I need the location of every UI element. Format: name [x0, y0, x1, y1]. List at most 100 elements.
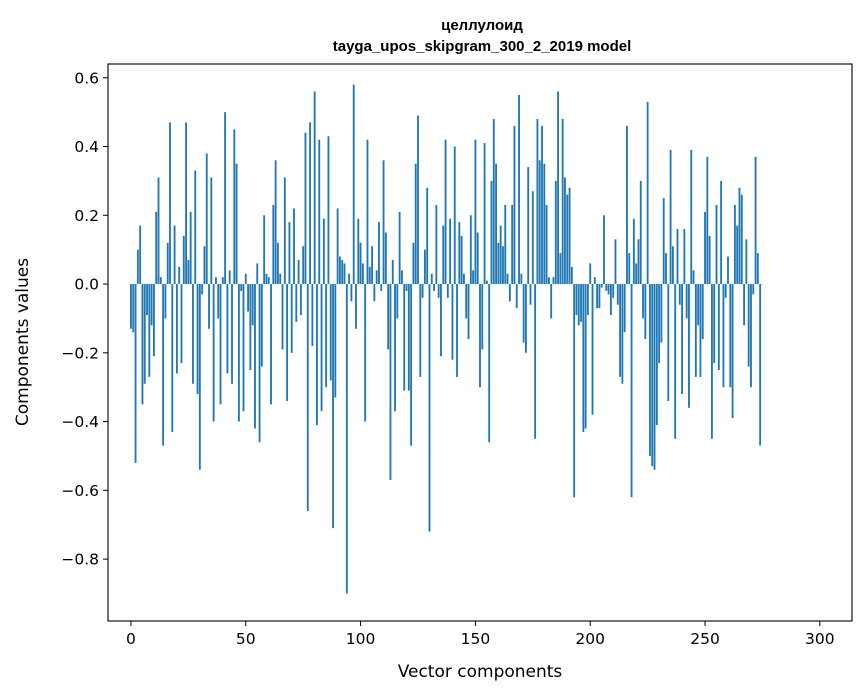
bar [745, 239, 748, 285]
bar [508, 284, 511, 302]
bar [157, 177, 160, 285]
x-axis-label: Vector components [398, 662, 563, 682]
bar [747, 284, 750, 367]
x-tick-label: 50 [236, 630, 256, 648]
y-tick-label: 0.6 [74, 69, 99, 87]
bar [715, 204, 718, 285]
bar [495, 163, 497, 285]
bar [738, 187, 741, 285]
bar [286, 284, 289, 401]
bar [435, 204, 438, 285]
bar [428, 284, 431, 532]
bar [511, 204, 514, 285]
bar [499, 225, 502, 285]
bar [550, 284, 553, 319]
bar [616, 284, 619, 305]
bar [632, 218, 635, 285]
bar [683, 229, 686, 285]
bar [704, 211, 706, 285]
bar [251, 284, 254, 326]
bar [527, 167, 530, 285]
bar [754, 156, 757, 285]
bar [412, 242, 415, 285]
bar [178, 266, 181, 285]
bar [173, 225, 176, 285]
bar [394, 284, 396, 412]
bar [559, 253, 562, 285]
bar [297, 259, 300, 285]
bar [692, 270, 695, 285]
bar-series [130, 84, 764, 594]
bar [731, 284, 734, 419]
bar [311, 284, 314, 346]
bar [341, 259, 344, 285]
bar [701, 284, 704, 340]
bar [729, 284, 732, 388]
bar [290, 284, 293, 353]
bar [166, 242, 169, 285]
bar [329, 284, 332, 381]
bar [136, 249, 139, 285]
bar [295, 284, 298, 322]
bar [451, 284, 454, 360]
bar [504, 204, 507, 285]
bar [724, 284, 727, 298]
bar [688, 284, 690, 408]
bar [130, 284, 132, 329]
bar [430, 273, 433, 285]
bar [201, 284, 204, 295]
bar [603, 215, 605, 285]
bar [669, 149, 672, 285]
bar [520, 273, 523, 285]
bar [706, 156, 709, 285]
bar [605, 284, 608, 291]
bar [635, 263, 638, 285]
x-tick-label: 200 [575, 630, 605, 648]
bar [639, 180, 642, 285]
bar [221, 277, 224, 285]
bar [557, 91, 559, 285]
bar [175, 284, 178, 374]
y-tick-label: 0.0 [74, 276, 99, 294]
bar [554, 180, 557, 285]
bar [547, 277, 550, 285]
y-axis-label: Components values [13, 258, 33, 426]
bar [279, 273, 282, 285]
bar [736, 225, 739, 285]
bar [437, 284, 440, 298]
bar [313, 91, 316, 285]
bar [293, 208, 295, 285]
bar [212, 284, 215, 422]
x-tick-label: 150 [461, 630, 491, 648]
bar [162, 284, 165, 446]
bar [722, 284, 725, 388]
bar [483, 143, 486, 285]
bar [196, 284, 199, 395]
bar [228, 270, 231, 285]
bar [316, 284, 318, 426]
bar [490, 180, 493, 285]
bar [219, 284, 222, 405]
bar [584, 284, 587, 429]
bar [272, 204, 275, 285]
bar [474, 139, 477, 285]
bar [713, 284, 716, 364]
bar [361, 263, 364, 285]
bar [545, 204, 548, 285]
bar [518, 94, 520, 285]
bar [235, 163, 238, 285]
bar [309, 122, 311, 285]
bar [587, 284, 589, 315]
bar [134, 284, 137, 463]
bar [463, 273, 465, 285]
bar [536, 119, 539, 285]
bar [628, 253, 631, 285]
bar [681, 284, 683, 395]
bar [187, 259, 190, 285]
bar [733, 204, 736, 285]
bar [658, 284, 661, 364]
bar [442, 225, 445, 285]
bar [577, 284, 580, 326]
bar [694, 284, 697, 377]
bar [708, 235, 711, 285]
